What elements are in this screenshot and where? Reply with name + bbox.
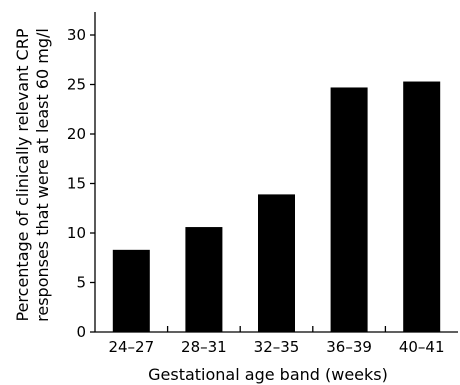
x-tick-label: 28–31 <box>181 338 227 356</box>
bar-3 <box>258 194 295 332</box>
y-tick-label: 30 <box>67 26 86 44</box>
y-tick-label: 25 <box>67 76 86 94</box>
y-axis-label-line-1: Percentage of clinically relevant CRP <box>13 28 32 321</box>
x-tick-label: 24–27 <box>108 338 154 356</box>
x-tick-label: 40–41 <box>399 338 445 356</box>
bar-5 <box>403 81 441 332</box>
y-tick-label: 20 <box>67 125 86 143</box>
y-tick-label: 0 <box>76 323 86 341</box>
bar-1 <box>112 249 150 332</box>
x-tick-label: 32–35 <box>254 338 300 356</box>
x-axis-label: Gestational age band (weeks) <box>148 365 388 384</box>
y-tick-label: 10 <box>67 224 86 242</box>
x-tick-label: 36–39 <box>326 338 372 356</box>
bar-2 <box>185 227 223 332</box>
plot-area: 0 5 10 15 20 25 30 24–27 28–31 32–35 36–39 40–41 <box>67 12 458 356</box>
bar-4 <box>330 87 368 332</box>
y-tick-label: 5 <box>76 274 86 292</box>
y-tick-label: 15 <box>67 175 86 193</box>
y-axis-label-line-2: responses that were at least 60 mg/l <box>33 28 52 322</box>
